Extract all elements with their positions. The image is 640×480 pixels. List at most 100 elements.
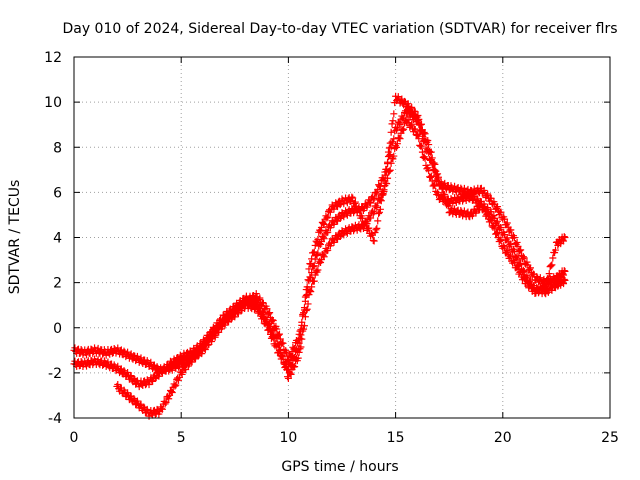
data-point <box>175 376 183 384</box>
data-point <box>336 201 344 209</box>
x-tick-label: 5 <box>177 430 186 446</box>
data-point <box>256 294 264 302</box>
data-point <box>130 374 138 382</box>
data-point <box>151 375 159 383</box>
data-point <box>336 232 344 240</box>
data-point <box>431 160 439 168</box>
data-point <box>542 285 550 293</box>
data-point <box>175 357 183 365</box>
data-point <box>533 273 541 281</box>
data-point <box>418 120 426 128</box>
data-point <box>544 275 552 283</box>
data-point <box>411 108 419 116</box>
data-point <box>551 283 559 291</box>
data-point <box>323 214 331 222</box>
data-point <box>369 196 377 204</box>
data-point <box>158 405 166 413</box>
data-point <box>124 368 132 376</box>
data-point <box>211 333 219 341</box>
data-point <box>272 340 280 348</box>
data-point <box>378 191 386 199</box>
data-point <box>287 361 295 369</box>
data-point <box>425 167 433 175</box>
data-point <box>380 186 388 194</box>
data-point <box>560 233 568 241</box>
data-point <box>348 193 356 201</box>
data-point <box>513 252 521 260</box>
data-point <box>387 128 395 136</box>
data-point <box>305 265 313 273</box>
data-point <box>379 191 387 199</box>
data-point <box>351 198 359 206</box>
data-point <box>382 171 390 179</box>
data-point <box>420 129 428 137</box>
data-point <box>497 208 505 216</box>
data-point <box>158 405 166 413</box>
data-point <box>507 252 515 260</box>
data-point <box>367 230 375 238</box>
data-point <box>560 275 568 283</box>
y-axis-label: SDTVAR / TECUs <box>7 180 23 295</box>
data-point <box>275 330 283 338</box>
data-point <box>396 135 404 143</box>
data-point <box>381 177 389 185</box>
data-point <box>507 240 515 248</box>
data-point <box>427 172 435 180</box>
data-point <box>428 177 436 185</box>
data-point <box>434 173 442 181</box>
data-point <box>389 117 397 125</box>
y-tick-label: -4 <box>48 411 62 427</box>
data-point <box>290 354 298 362</box>
data-point <box>252 290 260 298</box>
data-point <box>434 170 442 178</box>
data-point <box>552 246 560 254</box>
data-point <box>520 254 528 262</box>
data-point <box>275 347 283 355</box>
data-point <box>359 214 367 222</box>
data-point <box>484 210 492 218</box>
data-series <box>70 92 569 420</box>
data-point <box>310 262 318 270</box>
data-point <box>314 235 322 243</box>
data-point <box>320 235 328 243</box>
data-point <box>262 318 270 326</box>
data-point <box>392 126 400 134</box>
data-point <box>204 341 212 349</box>
data-point <box>414 111 422 119</box>
data-point <box>426 173 434 181</box>
grid <box>74 57 610 418</box>
data-point <box>375 210 383 218</box>
data-point <box>523 258 531 266</box>
data-point <box>437 180 445 188</box>
data-point <box>303 283 311 291</box>
data-point <box>319 219 327 227</box>
x-tick-label: 0 <box>70 430 79 446</box>
x-tick-label: 25 <box>601 430 619 446</box>
data-point <box>546 263 554 271</box>
data-point <box>540 282 548 290</box>
data-point <box>367 214 375 222</box>
y-tick-label: -2 <box>48 366 62 382</box>
data-point <box>120 367 128 375</box>
data-point <box>307 260 315 268</box>
y-tick-label: 0 <box>53 321 62 337</box>
data-point <box>330 238 338 246</box>
data-point <box>513 238 521 246</box>
data-point <box>231 313 239 321</box>
data-point <box>299 312 307 320</box>
data-point <box>390 152 398 160</box>
x-axis-label: GPS time / hours <box>281 459 398 475</box>
data-point <box>497 236 505 244</box>
data-point <box>383 168 391 176</box>
y-tick-label: 8 <box>53 140 62 156</box>
data-point <box>201 346 209 354</box>
data-point <box>306 286 314 294</box>
data-point <box>145 381 153 389</box>
data-point <box>430 159 438 167</box>
data-point <box>390 110 398 118</box>
data-point <box>162 399 170 407</box>
data-point <box>349 194 357 202</box>
data-point <box>309 249 317 257</box>
data-point <box>399 126 407 134</box>
data-point <box>317 258 325 266</box>
